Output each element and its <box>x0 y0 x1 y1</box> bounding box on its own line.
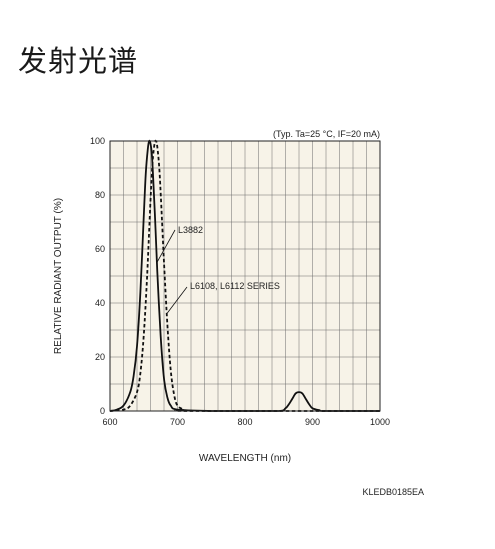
leader-l3882 <box>156 229 176 263</box>
grid-lines <box>110 141 380 411</box>
x-tick-label: 600 <box>102 417 117 427</box>
y-tick-label: 0 <box>100 406 105 416</box>
series-line-l3882 <box>109 139 380 412</box>
x-axis-label: WAVELENGTH (nm) <box>199 453 291 464</box>
x-tick-labels: 600 700 800 900 1000 <box>102 417 390 427</box>
figure-code: KLEDB0185EA <box>362 487 424 497</box>
y-tick-label: 100 <box>90 136 105 146</box>
page-title: 发射光谱 <box>18 44 139 78</box>
x-tick-label: 700 <box>170 417 185 427</box>
series-lines <box>109 139 380 412</box>
leader-l6108-l6112 <box>166 286 188 315</box>
plot-frame <box>109 140 381 412</box>
series-label-l6108-l6112: L6108, L6112 SERIES <box>190 281 280 291</box>
y-tick-labels: 0 20 40 60 80 100 <box>90 136 105 416</box>
x-tick-label: 1000 <box>370 417 390 427</box>
y-tick-label: 80 <box>95 190 105 200</box>
x-tick-label: 900 <box>305 417 320 427</box>
x-tick-label: 800 <box>237 417 252 427</box>
y-tick-label: 40 <box>95 298 105 308</box>
condition-note: (Typ. Ta=25 °C, IF=20 mA) <box>273 129 380 139</box>
y-axis-label: RELATIVE RADIANT OUTPUT (%) <box>53 198 64 354</box>
annotation-leaders <box>156 229 188 315</box>
y-tick-label: 60 <box>95 244 105 254</box>
series-label-l3882: L3882 <box>178 225 203 235</box>
y-tick-label: 20 <box>95 352 105 362</box>
